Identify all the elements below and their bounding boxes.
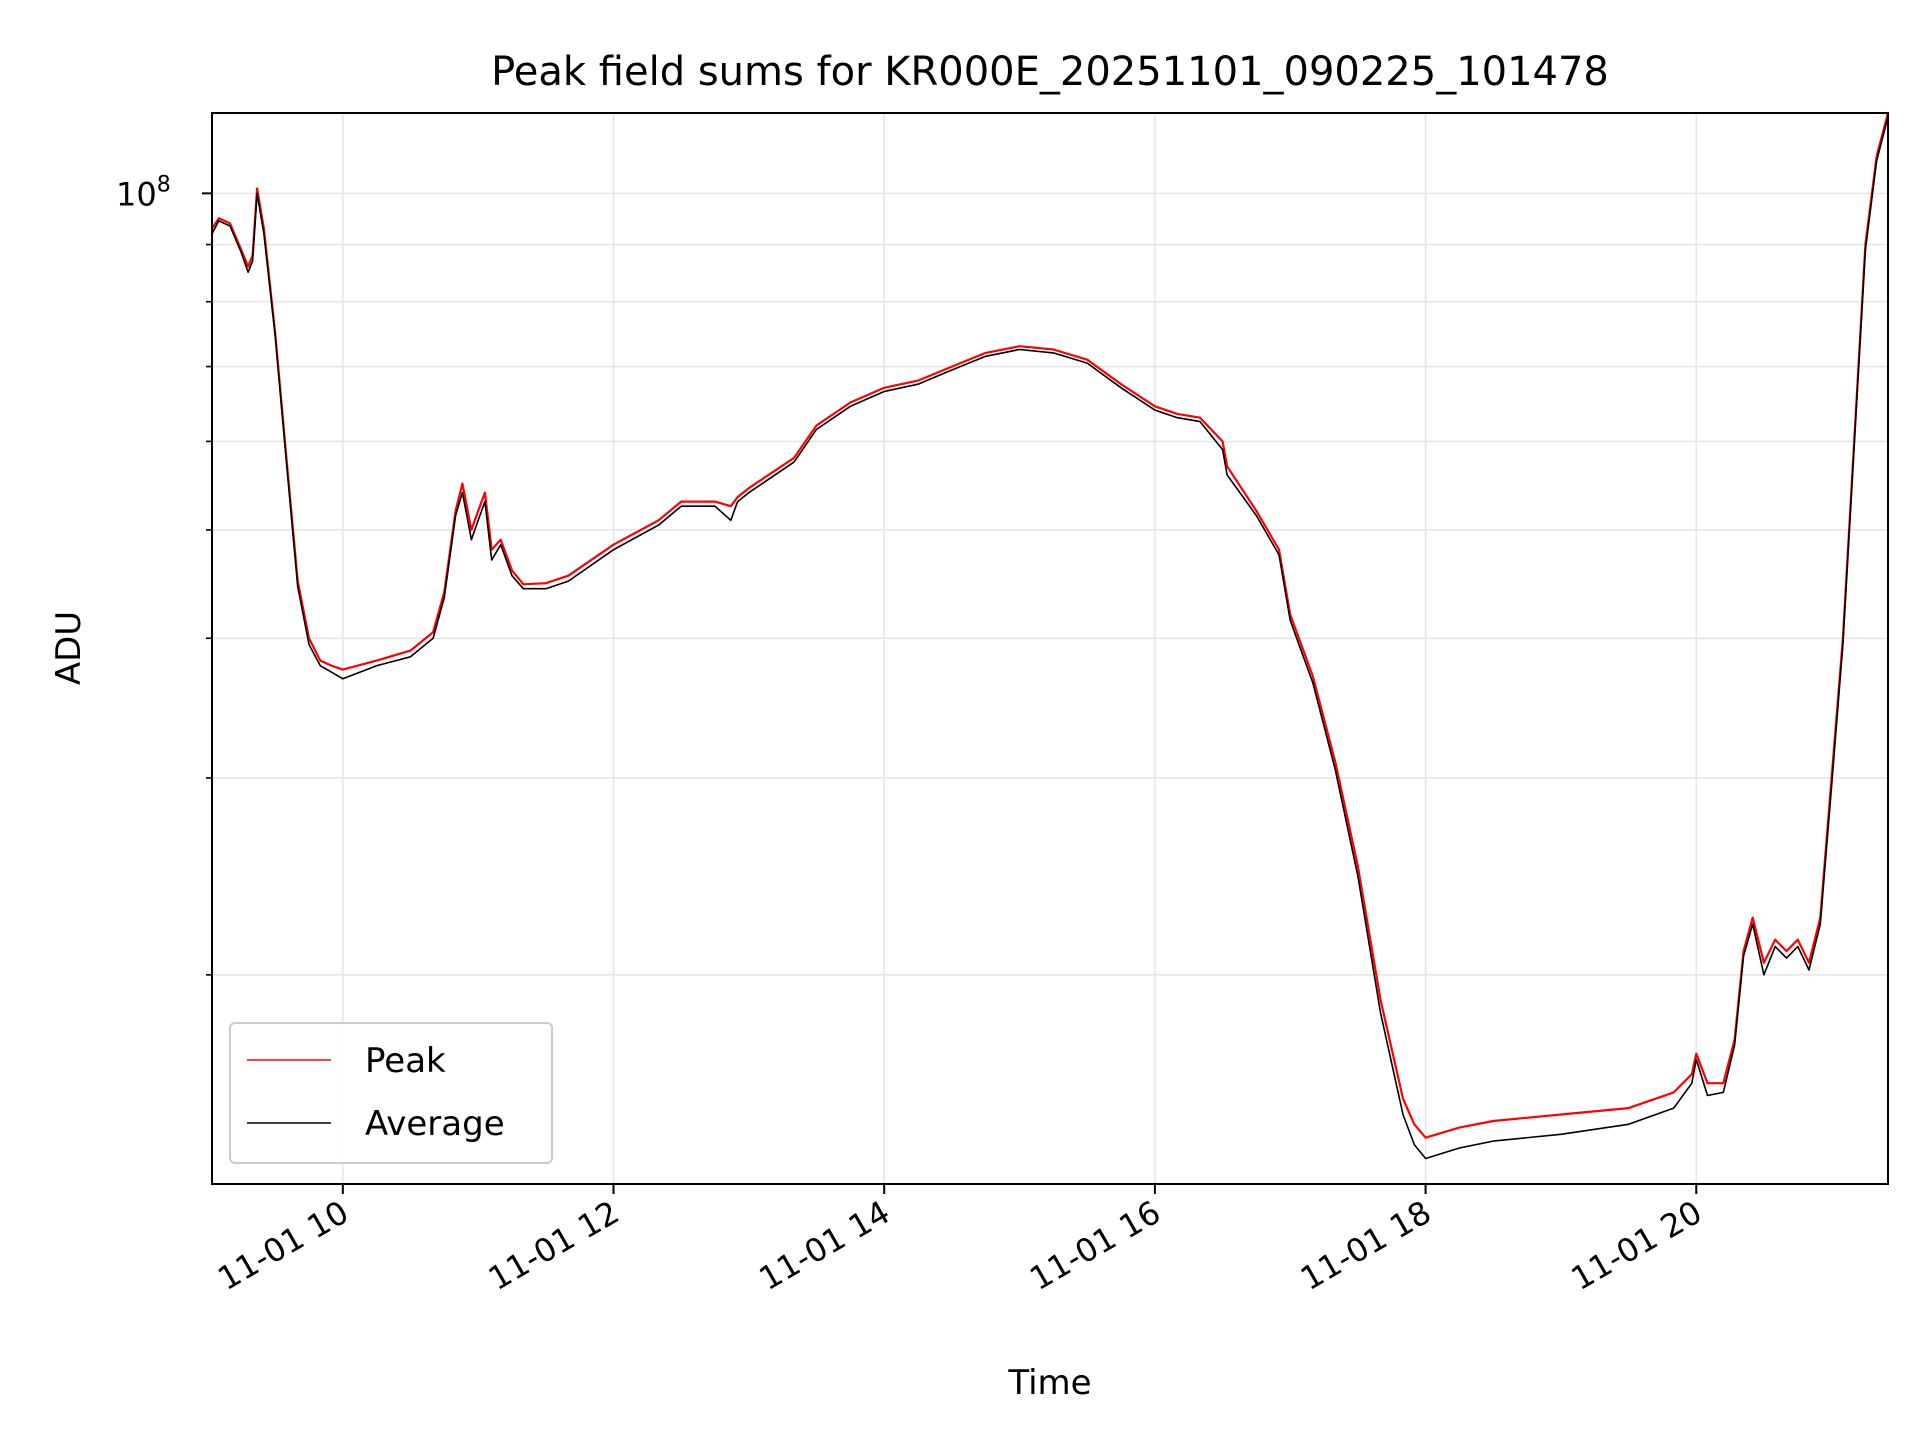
legend-box bbox=[229, 1022, 553, 1164]
x-axis-label: Time bbox=[1007, 1363, 1091, 1403]
series-layer bbox=[211, 112, 1890, 1160]
legend-label-peak: Peak bbox=[365, 1041, 446, 1081]
legend: Peak Average bbox=[229, 1022, 553, 1164]
y-axis-label: ADU bbox=[49, 611, 89, 685]
chart-title: Peak field sums for KR000E_20251101_0902… bbox=[491, 49, 1609, 95]
legend-label-average: Average bbox=[365, 1104, 505, 1144]
plot-area bbox=[212, 113, 1888, 1184]
series-line-average bbox=[211, 116, 1889, 1160]
grid bbox=[212, 113, 1888, 1184]
y-tick-label: 108 bbox=[116, 172, 171, 213]
plot-frame bbox=[211, 112, 1889, 1185]
series-line-peak bbox=[211, 112, 1890, 1139]
